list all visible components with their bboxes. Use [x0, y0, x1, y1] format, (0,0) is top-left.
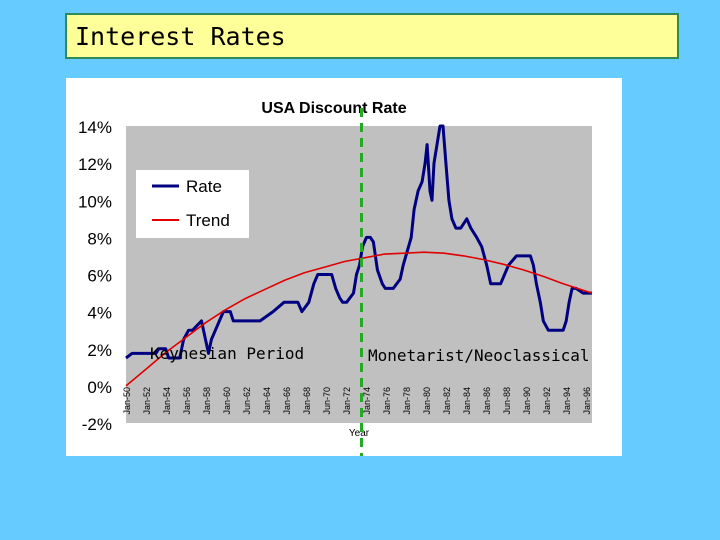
x-tick-label: Jan-78	[402, 387, 412, 415]
chart-panel: USA Discount Rate -2% 0% 2% 4% 6% 8% 10% 12% 14% J…	[66, 78, 622, 456]
x-axis-label: Year	[349, 428, 370, 439]
discount-rate-chart: USA Discount Rate -2% 0% 2% 4% 6% 8% 10% 12% 14% J…	[78, 100, 593, 456]
y-tick-label: 4%	[87, 304, 112, 323]
x-tick-label: Jan-74	[362, 387, 372, 415]
x-tick-label: Jan-60	[222, 387, 232, 415]
legend-trend-label: Trend	[186, 211, 230, 230]
y-tick-label: 6%	[87, 267, 112, 286]
x-tick-label: Jan-56	[182, 387, 192, 415]
x-tick-label: Jan-64	[262, 387, 272, 415]
x-tick-label: Jan-80	[422, 387, 432, 415]
keynesian-period-label: Keynesian Period	[150, 344, 305, 363]
x-tick-label: Jan-72	[342, 387, 352, 415]
chart-title: USA Discount Rate	[261, 100, 406, 117]
y-tick-label: 12%	[78, 155, 112, 174]
legend-box	[136, 170, 249, 238]
x-tick-label: Jan-50	[122, 387, 132, 415]
x-tick-label: Jun-70	[322, 387, 332, 415]
x-tick-label: Jan-96	[582, 387, 592, 415]
y-tick-label: 14%	[78, 118, 112, 137]
y-tick-label: 8%	[87, 229, 112, 248]
y-tick-label: 0%	[87, 378, 112, 397]
x-tick-label: Jun-88	[502, 387, 512, 415]
legend-rate-label: Rate	[186, 177, 222, 196]
x-tick-label: Jan-54	[162, 387, 172, 415]
slide-title: Interest Rates	[75, 22, 286, 51]
x-tick-label: Jan-66	[282, 387, 292, 415]
y-tick-label: -2%	[82, 415, 112, 434]
y-tick-label: 2%	[87, 341, 112, 360]
x-tick-label: Jan-82	[442, 387, 452, 415]
x-tick-label: Jan-68	[302, 387, 312, 415]
trend-series-line	[125, 251, 593, 387]
x-tick-label: Jan-76	[382, 387, 392, 415]
x-tick-label: Jan-86	[482, 387, 492, 415]
monetarist-label: Monetarist/Neoclassical	[368, 346, 590, 365]
y-tick-label: 10%	[78, 192, 112, 211]
slide-title-box: Interest Rates	[65, 13, 679, 59]
x-tick-label: Jan-90	[522, 387, 532, 415]
x-tick-label: Jan-52	[142, 387, 152, 415]
x-tick-label: Jan-58	[202, 387, 212, 415]
x-tick-label: Jun-62	[242, 387, 252, 415]
x-tick-label: Jan-94	[562, 387, 572, 415]
rate-series-line	[125, 124, 592, 360]
x-tick-label: Jan-92	[542, 387, 552, 415]
x-tick-label: Jan-84	[462, 387, 472, 415]
